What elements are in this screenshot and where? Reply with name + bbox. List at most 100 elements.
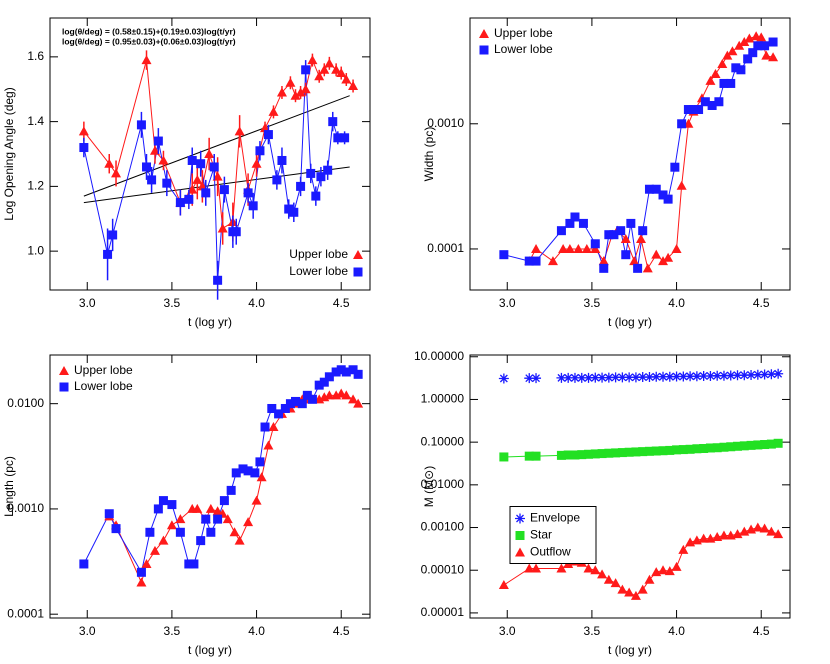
marker-square xyxy=(206,527,216,537)
y-tick-label: 1.4 xyxy=(27,114,44,128)
marker-square xyxy=(255,457,265,467)
fit-line xyxy=(83,95,350,197)
y-tick-label: 1.00000 xyxy=(421,392,465,406)
marker-square xyxy=(213,275,223,285)
marker-square xyxy=(291,396,301,406)
marker-square xyxy=(328,117,338,127)
marker-triangle xyxy=(256,472,267,482)
marker-square xyxy=(59,382,69,392)
marker-triangle xyxy=(717,59,728,69)
y-axis-label: Log Opening Angle (deg) xyxy=(2,87,16,220)
marker-square xyxy=(314,380,324,390)
marker-square xyxy=(153,136,163,146)
marker-triangle xyxy=(136,577,147,587)
x-axis-label: t (log yr) xyxy=(608,315,652,329)
x-tick-label: 3.5 xyxy=(584,624,601,638)
y-tick-label: 0.0001 xyxy=(427,241,464,255)
y-axis-label: M (M⊙) xyxy=(422,466,436,507)
marker-triangle xyxy=(314,71,325,81)
marker-triangle xyxy=(642,263,653,273)
marker-triangle xyxy=(663,252,674,262)
marker-square xyxy=(644,184,654,194)
marker-square xyxy=(340,133,350,143)
marker-asterisk xyxy=(698,370,709,381)
marker-triangle xyxy=(644,574,655,584)
marker-square xyxy=(524,256,534,266)
legend-label: Upper lobe xyxy=(494,26,553,40)
marker-square xyxy=(524,451,534,461)
marker-square xyxy=(714,97,724,107)
marker-square xyxy=(736,65,746,75)
legend-label: Star xyxy=(530,528,552,542)
marker-square xyxy=(590,239,600,249)
marker-square xyxy=(184,559,194,569)
marker-triangle xyxy=(212,506,223,516)
marker-square xyxy=(162,178,172,188)
marker-triangle xyxy=(234,535,245,545)
marker-square xyxy=(699,443,709,453)
marker-asterisk xyxy=(671,371,682,382)
marker-square xyxy=(302,390,312,400)
marker-square xyxy=(609,230,619,240)
marker-square xyxy=(238,464,248,474)
y-tick-label: 0.0010 xyxy=(7,501,44,515)
marker-triangle xyxy=(636,234,647,244)
marker-square xyxy=(719,78,729,88)
marker-triangle xyxy=(671,561,682,571)
marker-square xyxy=(638,447,648,457)
y-tick-label: 0.0001 xyxy=(7,606,44,620)
x-tick-label: 4.0 xyxy=(248,296,265,310)
marker-triangle xyxy=(752,522,763,532)
marker-triangle xyxy=(336,68,347,78)
marker-triangle xyxy=(617,584,628,594)
marker-square xyxy=(570,212,580,222)
marker-square xyxy=(277,155,287,165)
marker-triangle xyxy=(192,503,203,513)
marker-square xyxy=(158,496,168,506)
marker-square xyxy=(760,41,770,51)
x-axis-label: t (log yr) xyxy=(608,643,652,657)
marker-triangle xyxy=(229,527,240,537)
marker-square xyxy=(280,403,290,413)
marker-square xyxy=(301,65,311,75)
marker-square xyxy=(196,159,206,169)
x-axis-label: t (log yr) xyxy=(188,643,232,657)
marker-square xyxy=(316,172,326,182)
marker-square xyxy=(611,448,621,458)
marker-square xyxy=(319,377,329,387)
marker-square xyxy=(733,441,743,451)
marker-square xyxy=(768,37,778,47)
marker-triangle xyxy=(212,171,223,181)
marker-square xyxy=(231,227,241,237)
marker-triangle xyxy=(590,243,601,253)
marker-asterisk xyxy=(658,371,669,382)
marker-square xyxy=(136,567,146,577)
marker-triangle xyxy=(610,578,621,588)
marker-square xyxy=(570,450,580,460)
marker-asterisk xyxy=(746,369,757,380)
marker-triangle xyxy=(217,223,228,233)
marker-square xyxy=(255,146,265,156)
marker-triangle xyxy=(531,243,542,253)
marker-square xyxy=(663,194,673,204)
marker-square xyxy=(336,365,346,375)
marker-square xyxy=(289,207,299,217)
marker-triangle xyxy=(722,50,733,60)
marker-asterisk xyxy=(531,373,542,384)
marker-triangle xyxy=(547,256,558,266)
marker-triangle xyxy=(59,366,69,375)
marker-triangle xyxy=(166,520,177,530)
marker-square xyxy=(719,442,729,452)
legend-label: Lower lobe xyxy=(494,42,553,56)
marker-asterisk xyxy=(590,372,601,383)
marker-triangle xyxy=(564,243,575,253)
marker-triangle xyxy=(348,81,359,90)
marker-square xyxy=(597,449,607,459)
marker-square xyxy=(267,403,277,413)
marker-triangle xyxy=(141,55,152,65)
x-tick-label: 4.5 xyxy=(753,296,770,310)
marker-square xyxy=(631,447,641,457)
marker-square xyxy=(599,263,609,273)
marker-triangle xyxy=(629,256,640,266)
